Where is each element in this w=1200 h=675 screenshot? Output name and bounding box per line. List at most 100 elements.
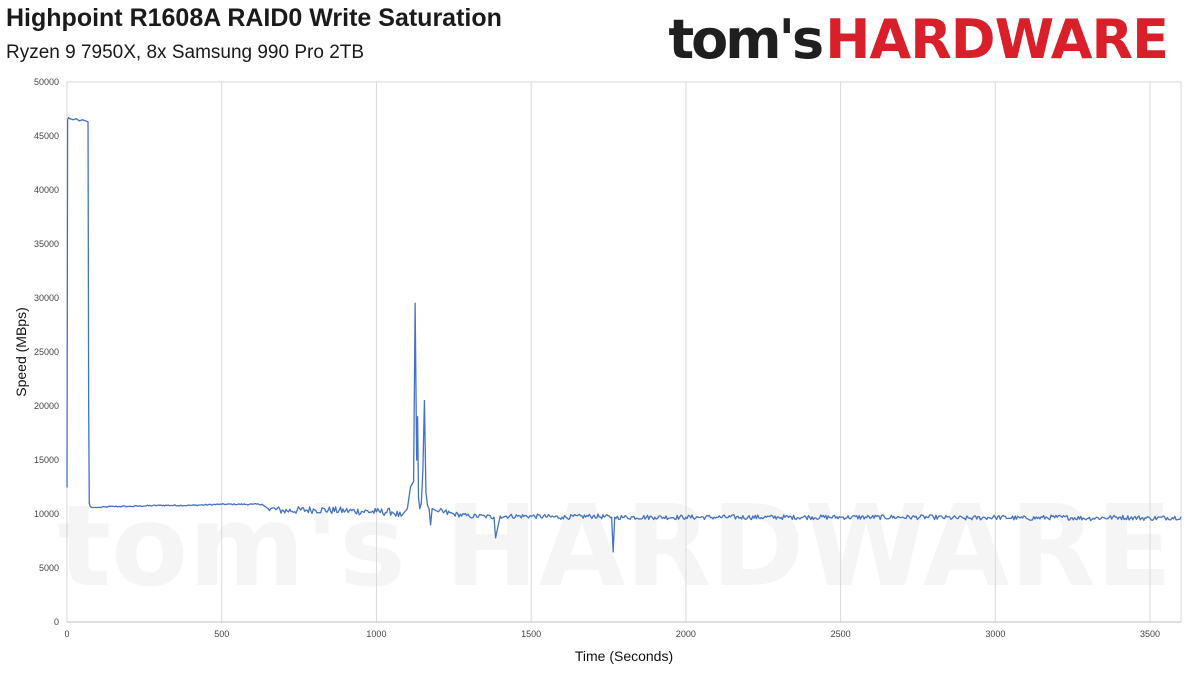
data-point: [417, 497, 420, 499]
series-line: [66, 116, 1182, 553]
data-point: [623, 516, 625, 518]
chart-title: Highpoint R1608A RAID0 Write Saturation: [6, 4, 502, 32]
data-point: [561, 516, 563, 518]
data-point: [72, 119, 74, 121]
data-point: [494, 537, 497, 539]
data-point: [406, 508, 408, 510]
data-point: [1025, 517, 1027, 519]
data-point: [409, 486, 412, 488]
y-tick-label: 35000: [34, 239, 59, 249]
data-point: [747, 516, 749, 518]
data-point: [422, 470, 424, 472]
data-point: [159, 504, 161, 506]
data-point: [344, 510, 347, 512]
data-point: [400, 515, 402, 517]
data-point: [592, 515, 594, 517]
data-point: [1180, 516, 1182, 518]
data-point: [375, 511, 378, 513]
data-point: [417, 416, 419, 418]
data-point: [190, 504, 192, 506]
data-point: [932, 516, 935, 518]
data-point: [453, 513, 455, 515]
data-point: [414, 302, 416, 304]
data-point: [499, 515, 501, 517]
data-point: [313, 509, 316, 511]
data-point: [901, 516, 904, 518]
data-point: [81, 119, 84, 121]
data-point: [994, 516, 996, 518]
y-tick-label: 20000: [34, 401, 59, 411]
data-point: [67, 117, 70, 119]
data-point: [870, 516, 873, 518]
data-point: [493, 516, 495, 518]
data-point: [261, 503, 263, 505]
data-point: [716, 516, 718, 518]
data-point: [468, 515, 470, 517]
y-tick-label: 15000: [34, 455, 59, 465]
data-point: [809, 516, 811, 518]
data-point: [128, 505, 130, 508]
data-point: [87, 121, 89, 123]
x-tick-label: 0: [64, 629, 69, 639]
data-point: [426, 504, 429, 506]
y-tick-label: 25000: [34, 347, 59, 357]
data-point: [252, 503, 254, 505]
data-point: [431, 508, 433, 510]
data-point: [391, 511, 393, 513]
data-point: [1087, 517, 1089, 519]
y-tick-label: 45000: [34, 131, 59, 141]
x-tick-label: 3500: [1140, 629, 1160, 639]
data-point: [67, 119, 69, 121]
data-point: [484, 515, 486, 517]
data-point: [963, 517, 965, 519]
data-point: [91, 506, 93, 509]
x-tick-label: 2500: [831, 629, 851, 639]
data-point: [840, 516, 842, 518]
series-group: [66, 116, 1182, 553]
data-point: [1149, 517, 1151, 519]
data-point: [69, 118, 71, 120]
y-tick-label: 5000: [39, 563, 59, 573]
data-point: [84, 120, 87, 122]
y-axis-ticks: 0 5000 10000 15000 20000 25000 30000 35000 40000…: [34, 77, 59, 627]
data-point: [75, 118, 77, 120]
data-point: [685, 516, 687, 518]
data-point: [78, 120, 80, 122]
y-tick-label: 50000: [34, 77, 59, 87]
data-point: [1118, 516, 1120, 518]
chart-subtitle: Ryzen 9 7950X, 8x Samsung 990 Pro 2TB: [6, 42, 365, 63]
data-point: [612, 551, 614, 553]
gridlines: [221, 82, 1151, 622]
x-tick-label: 1000: [366, 629, 386, 639]
data-point: [611, 516, 613, 518]
watermark: tom's HARDWARE: [58, 482, 1173, 612]
data-point: [419, 508, 421, 510]
data-point: [66, 486, 68, 488]
data-point: [530, 515, 532, 517]
x-tick-label: 500: [214, 629, 229, 639]
data-point: [283, 510, 285, 512]
data-point: [221, 503, 223, 505]
data-point: [416, 459, 418, 461]
data-point: [430, 524, 432, 526]
data-point: [88, 405, 90, 407]
y-tick-label: 30000: [34, 293, 59, 303]
y-tick-label: 10000: [34, 509, 59, 519]
data-point: [420, 502, 422, 504]
data-point: [1056, 516, 1058, 518]
data-point: [614, 516, 616, 518]
data-point: [425, 491, 427, 493]
x-tick-label: 1500: [521, 629, 541, 639]
data-point: [412, 481, 415, 483]
logo-part-toms: tom's: [668, 7, 824, 71]
y-tick-label: 40000: [34, 185, 59, 195]
x-tick-label: 2000: [676, 629, 696, 639]
data-point: [267, 508, 269, 510]
data-point: [437, 511, 439, 513]
data-point: [654, 516, 656, 518]
x-axis-ticks: 0 500 1000 1500 2000 2500 3000 3500: [64, 629, 1160, 639]
data-point: [89, 505, 91, 508]
y-axis-title: Speed (MBps): [13, 307, 29, 396]
data-point: [112, 505, 115, 508]
